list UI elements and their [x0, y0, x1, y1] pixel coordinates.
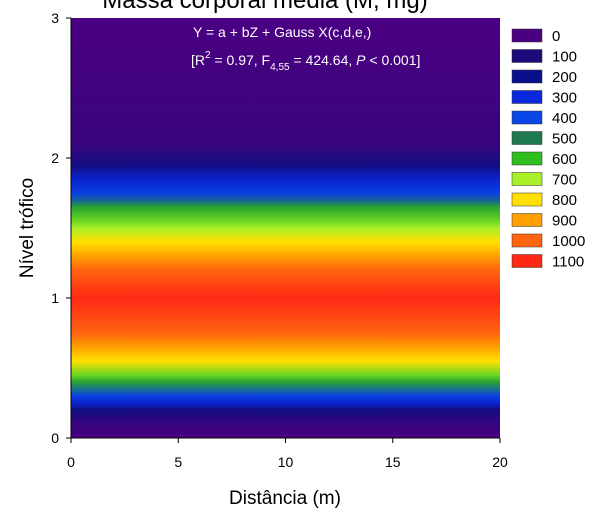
x-tick-label: 0	[67, 454, 75, 470]
legend-swatch	[511, 110, 543, 125]
legend-swatch	[511, 69, 543, 84]
legend-swatch	[511, 28, 543, 43]
legend-label: 0	[552, 28, 560, 45]
legend-label: 100	[552, 49, 577, 66]
legend-label: 1000	[552, 233, 585, 250]
legend-swatch	[511, 254, 543, 268]
legend-label: 800	[552, 192, 577, 209]
legend-label: 500	[552, 131, 577, 148]
legend-label: 700	[552, 172, 577, 189]
y-tick-label: 0	[51, 430, 59, 446]
legend-label: 900	[552, 213, 577, 230]
legend-swatch	[511, 49, 543, 63]
x-axis-label: Distância (m)	[229, 488, 341, 509]
stats-annotation: [R2 = 0.97, F4,55 = 424.64, P < 0.001]	[191, 50, 420, 73]
legend-label: 200	[552, 69, 577, 86]
legend-label: 1100	[552, 254, 584, 271]
legend-swatch	[511, 131, 543, 145]
legend-label: 400	[552, 110, 577, 127]
legend-swatch	[511, 213, 543, 227]
legend-label: 300	[552, 90, 577, 107]
legend-label: 600	[552, 151, 577, 168]
legend-swatch	[511, 151, 543, 166]
y-tick-label: 2	[51, 150, 59, 166]
x-axis-ticks: 0 5 10 15 20	[67, 438, 508, 470]
y-tick-label: 3	[51, 10, 59, 26]
chart-title: Massa corporal média (M, mg)	[102, 0, 427, 14]
y-axis-ticks: 0 1 2 3	[51, 10, 71, 446]
heatmap-field	[71, 18, 500, 438]
equation-annotation: Y = a + bZ + Gauss X(c,d,e,)	[193, 24, 371, 40]
legend-swatch	[511, 192, 543, 207]
x-tick-label: 15	[385, 454, 401, 470]
x-tick-label: 10	[278, 454, 294, 470]
legend-swatch	[511, 172, 543, 186]
legend-swatch	[511, 90, 543, 104]
legend: 0 100 200 300 400 500 600 700 800 900 1000 1100	[511, 28, 585, 271]
legend-swatch	[511, 233, 543, 248]
x-tick-label: 20	[492, 454, 508, 470]
x-tick-label: 5	[174, 454, 182, 470]
y-tick-label: 1	[51, 290, 59, 306]
y-axis-label: Nível trófico	[17, 178, 38, 278]
